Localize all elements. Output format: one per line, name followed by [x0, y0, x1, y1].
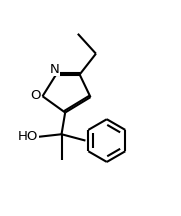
- Text: N: N: [50, 63, 60, 76]
- Text: HO: HO: [18, 130, 38, 143]
- Text: O: O: [30, 89, 41, 102]
